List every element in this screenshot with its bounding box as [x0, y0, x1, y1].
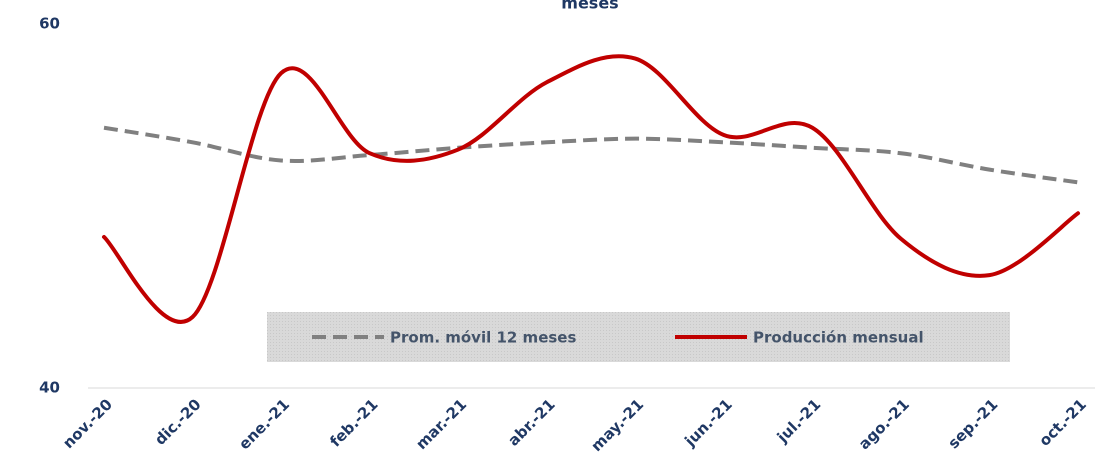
legend-label: Prom. móvil 12 meses — [390, 329, 576, 347]
x-tick-label: jul.-21 — [773, 395, 824, 446]
chart-title: meses — [561, 0, 618, 13]
line-series — [102, 54, 1080, 324]
x-tick-label: dic.-20 — [151, 395, 204, 448]
legend — [267, 312, 1010, 362]
x-tick-label: ene.-21 — [235, 395, 293, 453]
x-tick-label: nov.-20 — [59, 395, 116, 452]
x-tick-label: jun.-21 — [680, 395, 735, 450]
line-series — [103, 125, 1079, 185]
x-tick-label: ago.-21 — [855, 395, 913, 453]
y-tick-label: 60 — [39, 15, 60, 33]
x-tick-label: abr.-21 — [504, 395, 558, 449]
x-tick-label: feb.-21 — [326, 395, 381, 450]
y-tick-label: 40 — [39, 379, 60, 397]
legend-label: Producción mensual — [753, 329, 924, 347]
x-tick-label: oct.-21 — [1035, 395, 1090, 450]
x-tick-label: mar.-21 — [412, 395, 470, 453]
x-tick-label: may.-21 — [588, 395, 648, 455]
x-tick-label: sep.-21 — [944, 395, 1001, 452]
